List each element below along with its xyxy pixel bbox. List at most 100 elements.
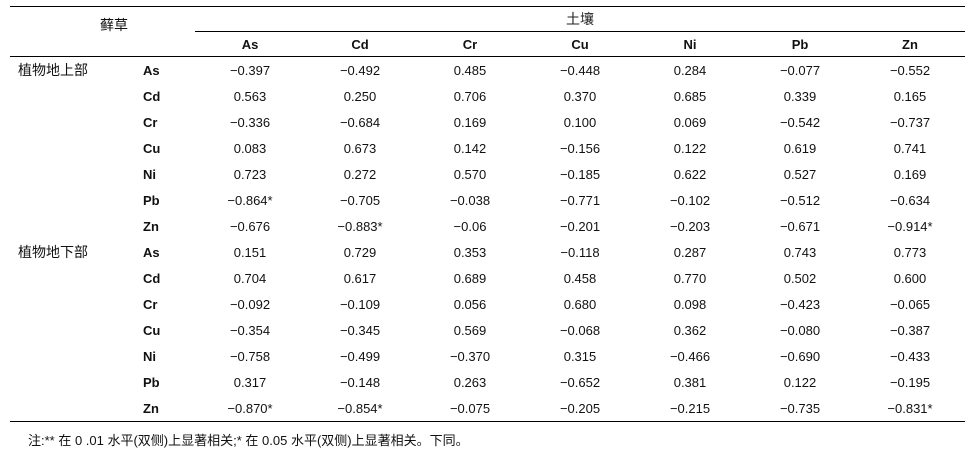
- row-metal-label: Cd: [143, 88, 161, 104]
- table-row: Cu 0.083 0.673 0.142 −0.156 0.122 0.619 0.741: [10, 135, 965, 161]
- group-label-empty: [10, 265, 135, 291]
- correlation-cell: −0.205: [525, 395, 635, 422]
- correlation-cell: −0.914*: [887, 218, 933, 234]
- correlation-cell: 0.570: [453, 166, 487, 182]
- correlation-cell: 0.284: [673, 62, 707, 78]
- correlation-cell: 0.617: [343, 270, 377, 286]
- group-label-empty: [10, 317, 135, 343]
- correlation-cell: −0.758: [229, 348, 271, 364]
- correlation-cell: 0.339: [783, 88, 817, 104]
- correlation-cell: −0.370: [449, 348, 491, 364]
- table-row: Cr −0.336 −0.684 0.169 0.100 0.069 −0.542 −0.73…: [10, 109, 965, 135]
- correlation-cell: 0.743: [783, 244, 817, 260]
- correlation-cell: −0.684: [339, 114, 381, 130]
- correlation-cell: −0.068: [559, 322, 601, 338]
- correlation-cell: 0.741: [893, 140, 927, 156]
- table-footnote: 注:** 在 0 .01 水平(双侧)上显著相关;* 在 0.05 水平(双侧)…: [28, 433, 469, 448]
- correlation-cell: 0.353: [453, 244, 487, 260]
- correlation-cell: 0.458: [563, 270, 597, 286]
- correlation-cell: −0.354: [229, 322, 271, 338]
- correlation-cell: −0.195: [889, 374, 931, 390]
- correlation-cell: −0.870*: [195, 395, 305, 422]
- correlation-cell: 0.169: [893, 166, 927, 182]
- row-metal-label: Zn: [135, 395, 195, 422]
- correlation-cell: 0.600: [893, 270, 927, 286]
- row-metal-label: Zn: [143, 218, 159, 234]
- group-label-empty: [10, 187, 135, 213]
- table-row: Pb −0.864* −0.705 −0.038 −0.771 −0.102 −0.512 −…: [10, 187, 965, 213]
- correlation-cell: −0.092: [229, 296, 271, 312]
- correlation-cell: −0.499: [339, 348, 381, 364]
- correlation-cell: 0.317: [233, 374, 267, 390]
- row-metal-label: Cr: [143, 296, 158, 312]
- correlation-cell: −0.737: [889, 114, 931, 130]
- correlation-cell: −0.118: [560, 244, 600, 260]
- table-row: Zn −0.870* −0.854* −0.075 −0.205 −0.215 −0.735…: [10, 395, 965, 422]
- group-label-empty: [10, 291, 135, 317]
- soil-col-header: Pb: [745, 31, 855, 57]
- correlation-cell: 0.723: [233, 166, 267, 182]
- correlation-cell: −0.883*: [337, 218, 383, 234]
- correlation-cell: −0.864*: [227, 192, 273, 208]
- correlation-cell: 0.083: [233, 140, 267, 156]
- correlation-cell: 0.263: [453, 374, 487, 390]
- group-label-empty: [10, 369, 135, 395]
- group-label-empty: [10, 83, 135, 109]
- correlation-cell: −0.671: [779, 218, 821, 234]
- correlation-cell: −0.466: [669, 348, 711, 364]
- soil-col-header: Ni: [635, 31, 745, 57]
- correlation-cell: −0.156: [559, 140, 601, 156]
- correlation-cell: −0.06: [453, 218, 487, 234]
- correlation-cell: −0.148: [339, 374, 381, 390]
- table-body: 植物地上部 As −0.397 −0.492 0.485 −0.448 0.284 −0.07…: [10, 57, 965, 422]
- correlation-cell: −0.387: [889, 322, 931, 338]
- correlation-cell: −0.676: [229, 218, 271, 234]
- correlation-cell: 0.122: [673, 140, 707, 156]
- correlation-cell: 0.773: [893, 244, 927, 260]
- correlation-cell: 0.056: [453, 296, 487, 312]
- table-row: Cd 0.704 0.617 0.689 0.458 0.770 0.502 0.600: [10, 265, 965, 291]
- soil-col-header: Cd: [305, 31, 415, 57]
- group-label-empty: [10, 213, 135, 239]
- correlation-cell: −0.735: [745, 395, 855, 422]
- correlation-cell: −0.448: [559, 62, 601, 78]
- group-label: 植物地下部: [18, 244, 88, 260]
- correlation-cell: −0.433: [889, 348, 931, 364]
- correlation-cell: −0.854*: [305, 395, 415, 422]
- correlation-cell: −0.075: [415, 395, 525, 422]
- table-row: Pb 0.317 −0.148 0.263 −0.652 0.381 0.122 −0.195: [10, 369, 965, 395]
- correlation-cell: −0.065: [889, 296, 931, 312]
- correlation-cell: 0.619: [783, 140, 817, 156]
- correlation-cell: −0.109: [339, 296, 381, 312]
- correlation-cell: 0.250: [343, 88, 377, 104]
- correlation-cell: 0.151: [233, 244, 267, 260]
- table-row: Ni 0.723 0.272 0.570 −0.185 0.622 0.527 0.169: [10, 161, 965, 187]
- correlation-cell: −0.652: [559, 374, 601, 390]
- group-label-empty: [10, 135, 135, 161]
- correlation-cell: −0.080: [779, 322, 821, 338]
- row-metal-label: As: [143, 62, 160, 78]
- correlation-table: 藓草 土壤 As Cd Cr Cu Ni Pb Zn 植物地上部 As −0.397…: [10, 6, 965, 422]
- correlation-cell: −0.397: [229, 62, 271, 78]
- soil-col-header: Cr: [415, 31, 525, 57]
- soil-header: 土壤: [195, 6, 965, 32]
- correlation-cell: −0.771: [559, 192, 601, 208]
- table-row: Cu −0.354 −0.345 0.569 −0.068 0.362 −0.080 −0.3…: [10, 317, 965, 343]
- correlation-cell: −0.336: [229, 114, 271, 130]
- correlation-cell: −0.492: [339, 62, 381, 78]
- correlation-cell: −0.542: [779, 114, 821, 130]
- soil-col-header: Zn: [855, 31, 965, 57]
- table-row: Ni −0.758 −0.499 −0.370 0.315 −0.466 −0.690 −0.…: [10, 343, 965, 369]
- table-row: 植物地下部 As 0.151 0.729 0.353 −0.118 0.287 0.743 0.…: [10, 239, 965, 265]
- correlation-cell: −0.215: [635, 395, 745, 422]
- row-metal-label: Cd: [143, 270, 161, 286]
- correlation-cell: −0.203: [669, 218, 711, 234]
- table-row: Zn −0.676 −0.883* −0.06 −0.201 −0.203 −0.671 −0…: [10, 213, 965, 239]
- correlation-cell: 0.569: [453, 322, 487, 338]
- correlation-cell: −0.705: [339, 192, 381, 208]
- correlation-cell: 0.069: [673, 114, 707, 130]
- correlation-cell: 0.622: [673, 166, 707, 182]
- correlation-cell: 0.704: [233, 270, 267, 286]
- correlation-cell: 0.100: [563, 114, 597, 130]
- correlation-cell: 0.098: [673, 296, 707, 312]
